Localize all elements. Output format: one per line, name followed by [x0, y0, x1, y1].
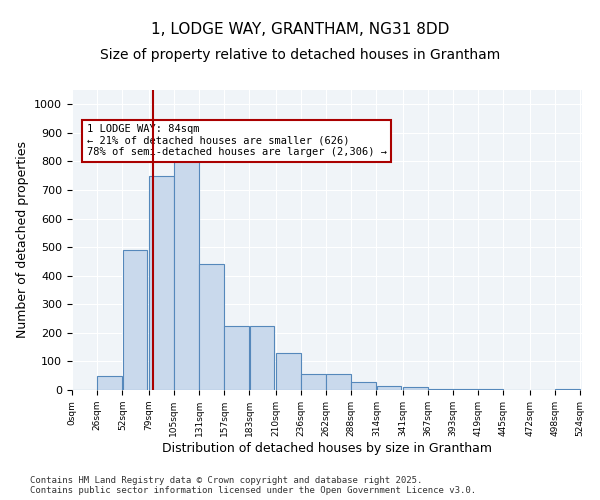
- Y-axis label: Number of detached properties: Number of detached properties: [16, 142, 29, 338]
- Bar: [377, 386, 401, 390]
- Bar: [403, 387, 428, 390]
- Text: Contains HM Land Registry data © Crown copyright and database right 2025.
Contai: Contains HM Land Registry data © Crown c…: [30, 476, 476, 495]
- Bar: [301, 374, 326, 390]
- Bar: [97, 376, 122, 390]
- Bar: [453, 389, 478, 390]
- Bar: [122, 250, 148, 390]
- Bar: [326, 374, 351, 390]
- Text: 1 LODGE WAY: 84sqm
← 21% of detached houses are smaller (626)
78% of semi-detach: 1 LODGE WAY: 84sqm ← 21% of detached hou…: [86, 124, 386, 158]
- Bar: [352, 382, 376, 390]
- X-axis label: Distribution of detached houses by size in Grantham: Distribution of detached houses by size …: [162, 442, 492, 454]
- Bar: [224, 326, 249, 390]
- Bar: [174, 162, 199, 390]
- Bar: [199, 264, 224, 390]
- Bar: [276, 353, 301, 390]
- Text: 1, LODGE WAY, GRANTHAM, NG31 8DD: 1, LODGE WAY, GRANTHAM, NG31 8DD: [151, 22, 449, 38]
- Bar: [555, 388, 580, 390]
- Bar: [149, 176, 173, 390]
- Bar: [250, 326, 274, 390]
- Text: Size of property relative to detached houses in Grantham: Size of property relative to detached ho…: [100, 48, 500, 62]
- Bar: [428, 388, 453, 390]
